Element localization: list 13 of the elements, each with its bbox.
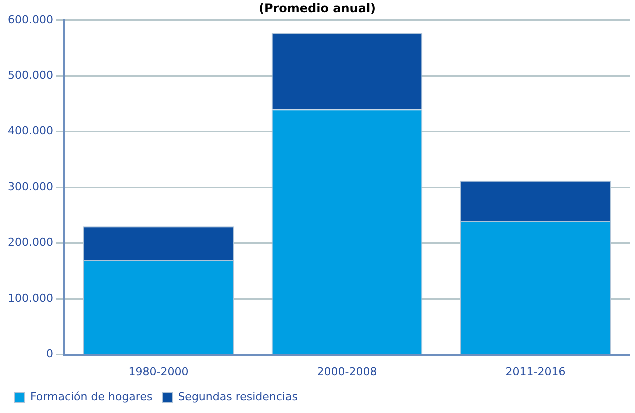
legend-label: Segundas residencias <box>178 390 298 404</box>
legend-label: Formación de hogares <box>30 390 153 404</box>
y-tick-label: 0 <box>46 348 54 361</box>
chart-title: (Promedio anual) <box>258 1 376 16</box>
y-tick-label: 100.000 <box>8 292 54 305</box>
y-tick-label: 400.000 <box>8 124 54 138</box>
x-tick-label: 1980-2000 <box>128 365 189 378</box>
y-tick-label: 300.000 <box>8 180 54 194</box>
x-tick-label: 2011-2016 <box>506 365 566 378</box>
y-tick-label: 500.000 <box>8 68 54 82</box>
y-tick-label: 600.000 <box>8 13 54 26</box>
y-tick-label: 200.000 <box>8 236 54 250</box>
x-tick-label: 2000-2008 <box>317 365 378 378</box>
